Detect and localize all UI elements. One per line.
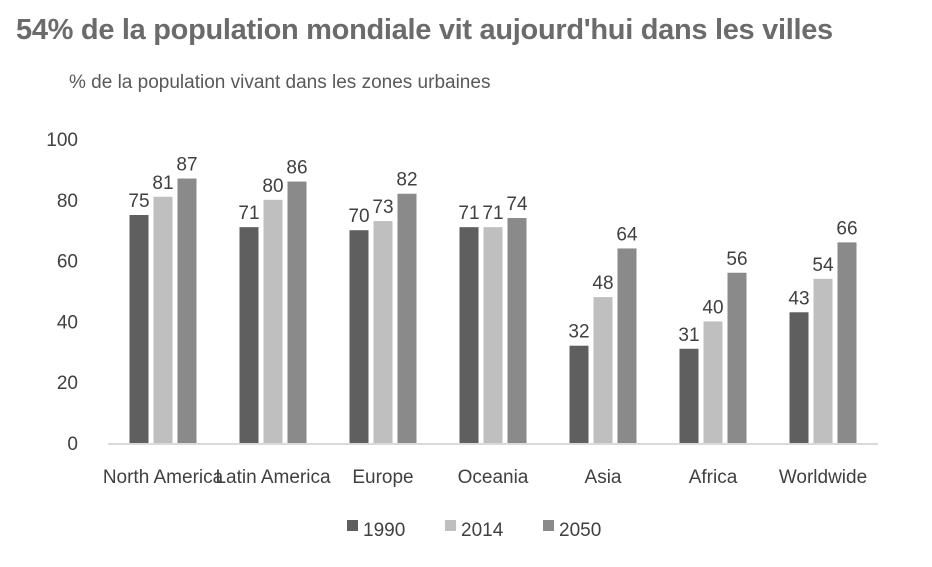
bar-1990-asia <box>569 345 589 443</box>
bar-2014-latin-america <box>263 199 283 443</box>
bar-2050-asia <box>617 248 637 443</box>
bar-2014-europe <box>373 221 393 443</box>
bar-2050-north-america <box>177 178 197 443</box>
bar-2014-north-america <box>153 196 173 443</box>
data-label: 56 <box>726 249 747 270</box>
bar-1990-europe <box>349 230 369 443</box>
data-label: 40 <box>702 297 723 318</box>
data-label: 64 <box>616 224 638 245</box>
legend-swatch-2050 <box>543 520 554 531</box>
bar-2014-worldwide <box>813 278 833 443</box>
data-label: 71 <box>458 203 479 224</box>
legend-swatch-2014 <box>445 520 456 531</box>
bar-2050-oceania <box>507 218 527 443</box>
data-label: 48 <box>592 273 613 294</box>
x-tick-label: Asia <box>585 467 622 488</box>
y-tick-label: 0 <box>67 434 78 455</box>
data-label: 80 <box>262 176 283 197</box>
legend-label: 1990 <box>363 520 405 541</box>
x-tick-label: Africa <box>689 467 738 488</box>
y-tick-label: 100 <box>46 130 78 151</box>
bar-2050-worldwide <box>837 242 857 443</box>
data-label: 81 <box>152 173 173 194</box>
data-label: 70 <box>348 206 369 227</box>
data-label: 82 <box>396 170 417 191</box>
bar-2014-africa <box>703 321 723 443</box>
bar-2050-latin-america <box>287 181 307 443</box>
data-label: 66 <box>836 218 857 239</box>
bar-1990-africa <box>679 348 699 443</box>
bar-1990-latin-america <box>239 227 259 443</box>
data-label: 73 <box>372 197 393 218</box>
y-tick-label: 80 <box>57 191 78 212</box>
data-label: 74 <box>506 194 528 215</box>
y-tick-label: 20 <box>57 373 78 394</box>
bar-2014-oceania <box>483 227 503 443</box>
legend-label: 2050 <box>559 520 601 541</box>
bar-2050-africa <box>727 272 747 443</box>
data-label: 75 <box>128 191 149 212</box>
x-tick-label: Oceania <box>458 467 529 488</box>
bar-1990-worldwide <box>789 312 809 443</box>
x-tick-label: North America <box>103 467 224 488</box>
data-label: 87 <box>176 155 197 176</box>
data-label: 54 <box>812 255 834 276</box>
bar-2014-asia <box>593 297 613 443</box>
chart-subtitle: % de la population vivant dans les zones… <box>69 72 491 93</box>
legend-label: 2014 <box>461 520 504 541</box>
bar-1990-north-america <box>129 215 149 443</box>
y-tick-label: 40 <box>57 312 78 333</box>
data-label: 43 <box>788 288 809 309</box>
legend: 1990 2014 2050 <box>347 520 601 541</box>
legend-swatch-1990 <box>347 520 358 531</box>
chart-title: 54% de la population mondiale vit aujour… <box>16 14 833 46</box>
x-tick-label: Europe <box>352 467 413 488</box>
data-label: 71 <box>482 203 503 224</box>
x-tick-label: Worldwide <box>779 467 867 488</box>
data-label: 31 <box>678 325 699 346</box>
bar-2050-europe <box>397 193 417 443</box>
y-axis: 0 20 40 60 80 100 <box>46 130 78 455</box>
y-tick-label: 60 <box>57 252 78 273</box>
data-label: 86 <box>286 158 307 179</box>
data-label: 32 <box>568 322 589 343</box>
x-tick-label: Latin America <box>215 467 331 488</box>
bar-1990-oceania <box>459 227 479 443</box>
data-label: 71 <box>238 203 259 224</box>
